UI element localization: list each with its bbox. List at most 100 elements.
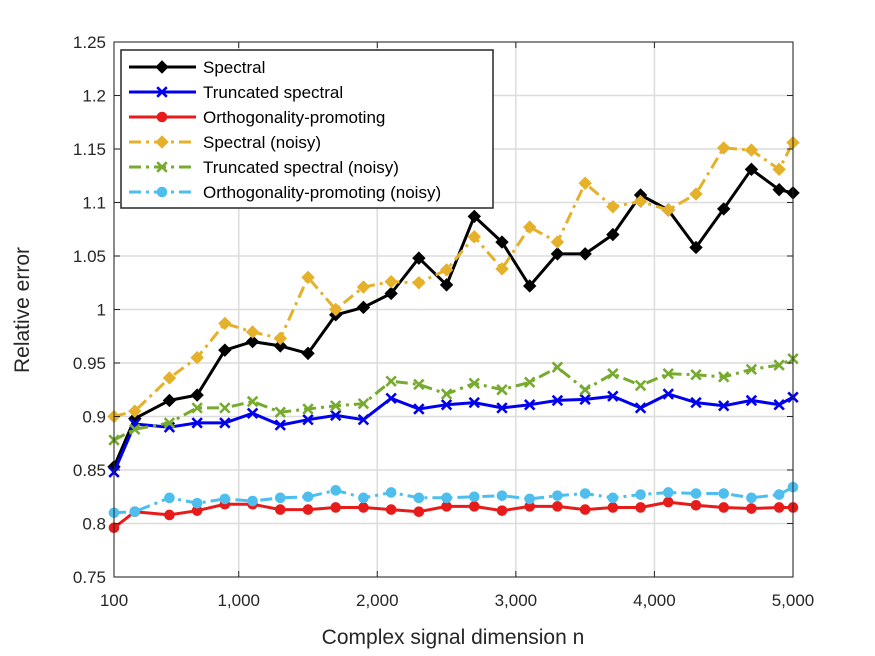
data-point: [690, 396, 702, 409]
data-point: [358, 502, 369, 513]
data-point: [219, 417, 231, 429]
marker-stroke: [163, 421, 176, 433]
data-point: [579, 488, 591, 499]
marker-stroke: [163, 417, 176, 429]
data-point: [247, 495, 258, 507]
marker-stroke: [219, 402, 231, 414]
data-point: [523, 279, 537, 293]
marker-stroke: [690, 396, 702, 409]
data-point: [635, 502, 646, 513]
data-point: [219, 402, 231, 414]
data-point: [690, 488, 702, 499]
x-tick-label: 3,000: [495, 591, 538, 610]
data-point: [607, 390, 619, 402]
data-point: [274, 419, 287, 431]
marker-stroke: [523, 376, 536, 388]
data-point: [440, 388, 453, 400]
marker-stroke: [607, 367, 619, 380]
data-point: [579, 384, 591, 396]
data-point: [746, 492, 757, 504]
marker-stroke: [579, 393, 591, 406]
data-point: [550, 247, 565, 261]
data-point: [440, 399, 453, 411]
data-point: [550, 235, 565, 249]
data-point: [190, 350, 204, 365]
marker-stroke: [773, 399, 785, 411]
marker-stroke: [413, 403, 425, 415]
marker-stroke: [385, 375, 397, 387]
data-point: [162, 371, 177, 385]
data-point: [274, 504, 286, 515]
marker-stroke: [274, 419, 287, 431]
marker-stroke: [329, 409, 342, 422]
data-point: [496, 402, 508, 414]
marker-stroke: [357, 397, 370, 410]
series-layer: [107, 135, 800, 534]
data-point: [413, 506, 425, 518]
marker-stroke: [302, 413, 314, 426]
data-point: [717, 371, 730, 383]
legend-entry: Orthogonality-promoting: [129, 108, 385, 127]
legend-label: Spectral (noisy): [203, 133, 321, 152]
data-point: [128, 404, 142, 418]
x-tick-label: 100: [100, 591, 128, 610]
data-point: [441, 492, 452, 504]
marker-stroke: [440, 388, 453, 400]
marker-stroke: [523, 399, 536, 411]
data-point: [690, 369, 702, 381]
legend-swatch-marker: [155, 135, 169, 149]
data-point: [578, 176, 592, 190]
series-1: [108, 388, 799, 478]
x-tick-label: 4,000: [633, 591, 676, 610]
data-point: [773, 502, 785, 513]
marker-stroke: [662, 367, 675, 380]
y-tick-label: 1.2: [82, 87, 106, 106]
data-point: [164, 509, 175, 521]
data-point: [385, 392, 397, 405]
y-tick-label: 1.25: [73, 33, 106, 52]
data-point: [578, 247, 592, 261]
y-axis-title: Relative error: [11, 247, 34, 373]
data-point: [162, 393, 177, 408]
legend: Spectral Truncated spectral Orthogonality-…: [120, 49, 494, 209]
legend-entry: Spectral: [129, 58, 265, 77]
data-point: [218, 343, 232, 357]
marker-stroke: [302, 403, 314, 415]
data-point: [468, 377, 481, 390]
data-point: [662, 367, 675, 380]
data-point: [634, 402, 647, 414]
data-point: [384, 286, 398, 301]
data-point: [413, 492, 425, 504]
data-point: [330, 502, 342, 513]
data-point: [745, 363, 758, 376]
y-tick-label: 0.95: [73, 354, 106, 373]
data-point: [219, 493, 231, 505]
data-point: [745, 394, 758, 407]
data-point: [246, 395, 259, 408]
data-point: [606, 200, 620, 214]
marker-stroke: [191, 402, 203, 414]
data-point: [606, 227, 620, 242]
data-point: [164, 492, 175, 504]
legend-swatch-marker: [156, 111, 168, 123]
marker-stroke: [246, 395, 259, 408]
data-point: [218, 316, 232, 331]
data-point: [191, 402, 203, 414]
marker-stroke: [579, 384, 591, 396]
data-point: [191, 417, 203, 429]
data-point: [412, 276, 426, 290]
marker-stroke: [745, 363, 758, 376]
marker-stroke: [634, 402, 647, 414]
marker-stroke: [468, 396, 481, 409]
marker-stroke: [773, 359, 785, 371]
data-point: [468, 396, 481, 409]
marker-stroke: [191, 417, 203, 429]
data-point: [689, 187, 703, 201]
marker-stroke: [156, 161, 168, 173]
legend-swatch-marker: [156, 186, 168, 198]
marker-stroke: [129, 423, 141, 436]
data-point: [633, 194, 648, 209]
legend-label: Orthogonality-promoting: [203, 108, 385, 127]
data-point: [356, 300, 371, 315]
data-point: [718, 488, 730, 499]
